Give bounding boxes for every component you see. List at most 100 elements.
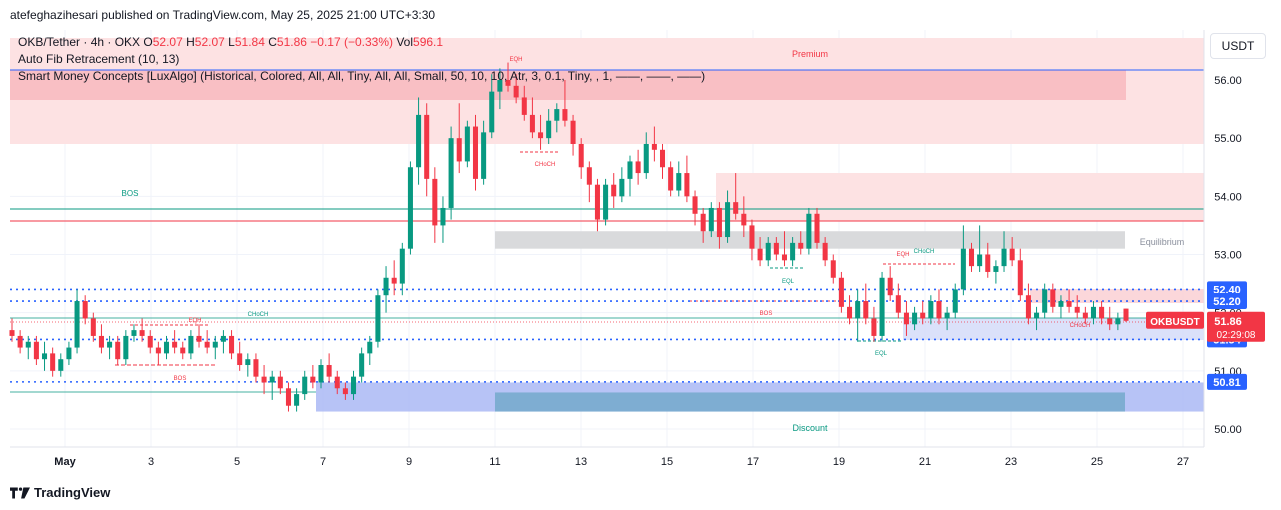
candle-body (302, 376, 308, 395)
candle-body (375, 295, 381, 342)
candle-body (993, 266, 999, 272)
level-tag (1207, 373, 1247, 390)
candle-body (359, 353, 365, 377)
candle-body (903, 312, 909, 325)
candle-body (529, 114, 535, 133)
equilibrium-label: Equilibrium (1140, 237, 1185, 247)
candle-body (773, 242, 779, 255)
candle-body (196, 335, 202, 342)
candle-body (58, 359, 64, 371)
tradingview-logo-icon (10, 486, 30, 499)
candle-body (334, 376, 340, 389)
tradingview-brand[interactable]: TradingView (10, 485, 110, 500)
bos-label: BOS (122, 189, 139, 198)
candle-body (481, 132, 487, 179)
legend-open: 52.07 (152, 35, 183, 49)
candle-body (253, 359, 259, 377)
candle-body (1009, 248, 1015, 261)
candle-body (172, 341, 178, 348)
discount-zone-inner (495, 392, 1125, 412)
x-tick-label: 13 (575, 456, 587, 468)
level-tag (1207, 293, 1247, 310)
candle-body (700, 213, 706, 232)
x-tick-label: 7 (320, 456, 326, 468)
candle-body (82, 301, 88, 319)
candle-body (472, 126, 479, 179)
discount-label: Discount (792, 423, 828, 433)
supply-zone (716, 173, 1204, 221)
candle-body (749, 225, 755, 249)
candle-body (684, 173, 690, 197)
legend-close-label: C (268, 35, 277, 49)
candle-body (1001, 248, 1007, 267)
candle-body (294, 394, 300, 406)
premium-label: Premium (792, 49, 828, 59)
legend-close: 51.86 (276, 35, 307, 49)
candle-body (464, 126, 470, 162)
candle-body (603, 184, 609, 220)
publish-credit: atefeghazihesari published on TradingVie… (10, 8, 436, 22)
eql-label-2: EQL (875, 351, 888, 357)
legend-vol-label: Vol (396, 35, 414, 49)
candle-body (237, 353, 243, 366)
candle-body (968, 248, 975, 267)
candle-body (912, 312, 918, 325)
currency-button[interactable]: USDT (1210, 33, 1266, 59)
candle-body (318, 365, 324, 383)
legend-change: −0.17 (−0.33%) (310, 35, 393, 49)
candle-body (350, 376, 357, 395)
current-price-tag (1207, 311, 1265, 342)
candle-body (50, 353, 56, 371)
candle-body (765, 242, 771, 261)
symbol-tag-label: OKBUSDT (1150, 317, 1199, 328)
candle-body (570, 120, 576, 144)
candle-body (90, 318, 96, 336)
y-tick-label: 54.00 (1214, 191, 1242, 203)
candle-body (725, 202, 731, 238)
candle-body (887, 277, 893, 296)
candle-body (781, 254, 788, 261)
symbol-legend: OKB/Tether · 4h · OKX O52.07 H52.07 L51.… (18, 35, 443, 49)
candle-body (163, 341, 170, 354)
candle-body (9, 330, 15, 336)
candle-body (489, 91, 495, 133)
candle-body (261, 376, 267, 383)
legend-symbol: OKB/Tether · 4h · OKX (18, 35, 141, 49)
candle-body (513, 85, 519, 98)
candle-body (25, 341, 31, 348)
legend-open-label: O (143, 35, 153, 49)
candle-body (960, 248, 966, 290)
x-tick-label: 15 (661, 456, 673, 468)
candle-body (586, 167, 592, 185)
candle-body (424, 114, 430, 179)
candle-body (733, 202, 739, 214)
y-tick-label: 50.00 (1214, 424, 1242, 436)
candle-body (1050, 289, 1056, 307)
indicator-fib-legend[interactable]: Auto Fib Retracement (10, 13) (18, 52, 180, 66)
candle-body (741, 213, 747, 226)
x-tick-label: 17 (747, 456, 759, 468)
candle-body (416, 114, 422, 168)
candle-body (1034, 312, 1040, 319)
candle-body (790, 242, 796, 261)
candle-body (977, 254, 983, 267)
candle-body (180, 347, 186, 354)
x-tick-label: 11 (489, 456, 500, 468)
x-tick-label: 27 (1177, 456, 1189, 468)
candle-body (863, 301, 869, 319)
candle-body (1107, 318, 1113, 325)
candle-body (668, 167, 674, 191)
candle-body (611, 184, 617, 197)
candle-body (107, 341, 113, 348)
candle-body (538, 132, 544, 139)
candle-body (757, 248, 763, 261)
candle-body (383, 277, 389, 296)
x-tick-label: 25 (1091, 456, 1103, 468)
candle-body (830, 260, 836, 278)
indicator-smc-legend[interactable]: Smart Money Concepts [LuxAlgo] (Historic… (18, 69, 706, 83)
candle-body (985, 254, 991, 272)
bos-label-3: BOS (760, 311, 773, 317)
legend-high: 52.07 (194, 35, 225, 49)
